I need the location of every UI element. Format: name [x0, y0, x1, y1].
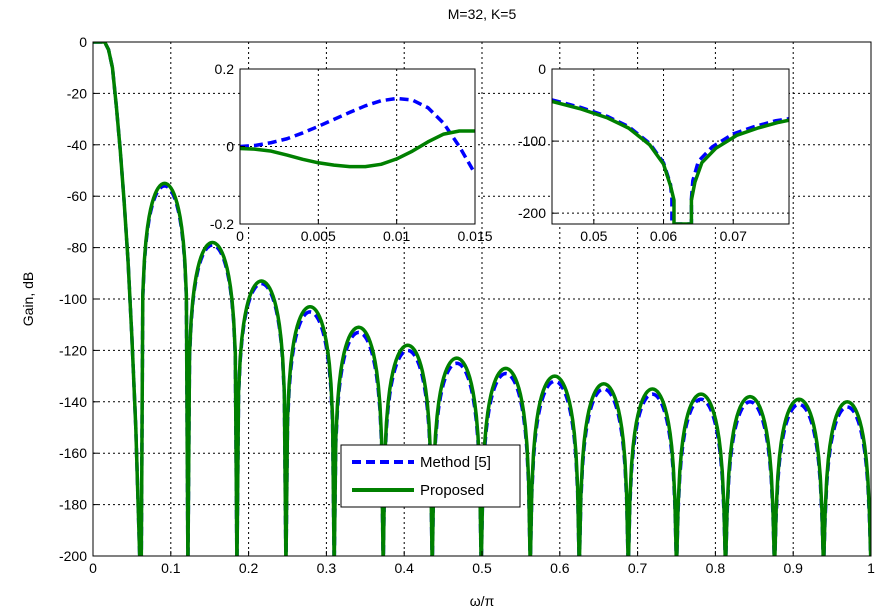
series-line-method5 — [93, 42, 871, 556]
series-line-proposed — [93, 42, 871, 556]
main-x-tick-label: 0 — [89, 560, 97, 576]
main-y-tick-label: -60 — [67, 188, 87, 204]
main-x-tick-label: 0.7 — [628, 560, 648, 576]
inset-passband-x-tick-label: 0.01 — [383, 228, 410, 244]
inset-null-x-tick-label: 0.07 — [720, 228, 747, 244]
legend-label-method5: Method [5] — [420, 454, 491, 471]
x-axis-label: ω/π — [470, 593, 495, 609]
main-y-tick-label: -40 — [67, 137, 87, 153]
main-x-tick-label: 0.8 — [706, 560, 726, 576]
inset-null-y-tick-label: 0 — [538, 61, 546, 77]
inset-passband-series-proposed — [240, 129, 475, 169]
inset-passband-series — [240, 96, 475, 175]
inset-null-grid — [552, 69, 789, 224]
main-y-tick-label: -160 — [59, 445, 87, 461]
inset-passband-y-tick-label: 0 — [226, 139, 234, 155]
main-y-tick-label: -140 — [59, 394, 87, 410]
main-x-tick-label: 0.4 — [394, 560, 414, 576]
legend-box — [340, 444, 521, 508]
inset-passband-y-tick-label: 0.2 — [215, 61, 235, 77]
inset-null-y-tick-label: -100 — [518, 133, 546, 149]
inset-null-frame — [551, 68, 790, 225]
main-y-tick-label: -120 — [59, 342, 87, 358]
inset-passband-x-tick-label: 0 — [236, 228, 244, 244]
inset-null-series-proposed — [552, 99, 789, 224]
main-y-tick-label: 0 — [79, 34, 87, 50]
inset-null-x-tick-label: 0.05 — [580, 228, 607, 244]
legend: Method [5] Proposed — [340, 444, 521, 508]
main-x-tick-label: 0.6 — [550, 560, 570, 576]
inset-null-y-tick-label: -200 — [518, 205, 546, 221]
main-y-tick-label: -100 — [59, 291, 87, 307]
main-x-tick-label: 1 — [867, 560, 875, 576]
main-y-tick-label: -180 — [59, 497, 87, 513]
main-x-tick-label: 0.5 — [472, 560, 492, 576]
main-x-tick-label: 0.2 — [239, 560, 259, 576]
main-y-tick-label: -80 — [67, 240, 87, 256]
inset-passband-y-tick-label: -0.2 — [210, 216, 234, 232]
main-x-tick-label: 0.9 — [783, 560, 803, 576]
main-x-tick-label: 0.1 — [161, 560, 181, 576]
legend-label-proposed: Proposed — [420, 482, 484, 499]
inset-passband-grid — [240, 69, 475, 224]
main-y-tick-label: -200 — [59, 548, 87, 564]
inset-passband-x-tick-label: 0.005 — [301, 228, 336, 244]
inset-passband-x-tick-label: 0.015 — [457, 228, 492, 244]
inset-null-series — [552, 98, 789, 224]
y-axis-label: Gain, dB — [20, 272, 36, 326]
main-ticks: 0 0.1 0.2 0.3 0.4 0.5 0.6 0.7 0.8 0.9 1 0 -20 -40 -60 -… — [59, 34, 875, 576]
main-y-tick-label: -20 — [67, 85, 87, 101]
main-plot-series — [93, 42, 871, 556]
main-x-tick-label: 0.3 — [317, 560, 337, 576]
inset-null-x-tick-label: 0.06 — [650, 228, 677, 244]
inset-null-ticks: 0.05 0.06 0.07 0 -100 -200 — [518, 61, 747, 244]
chart-title: M=32, K=5 — [448, 6, 517, 22]
